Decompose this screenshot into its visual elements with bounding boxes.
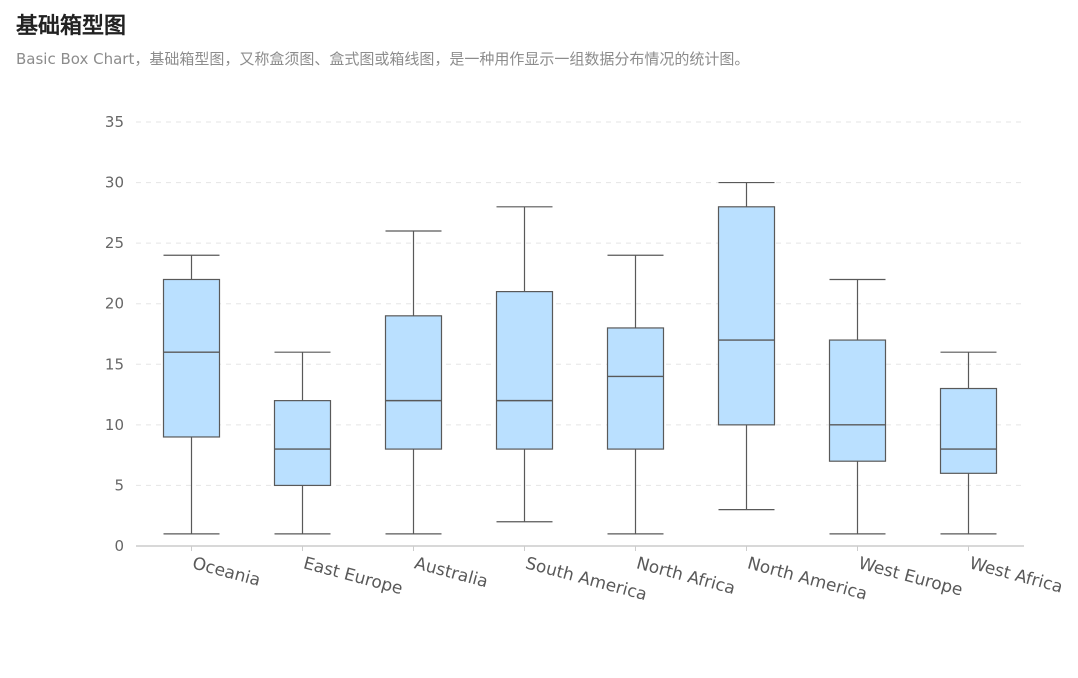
iqr-box [828, 339, 887, 462]
x-tick-label: West Africa [967, 554, 1065, 598]
iqr-box [606, 327, 665, 450]
x-axis-labels: Oceania East Europe Australia South America… [190, 554, 1065, 606]
box-plot-item[interactable] [717, 181, 776, 511]
iqr-box [717, 206, 776, 426]
y-tick-label: 15 [105, 355, 124, 373]
x-tick-label: North America [745, 554, 869, 605]
y-tick-label: 30 [105, 174, 124, 192]
iqr-box [495, 291, 554, 450]
box-plot-item[interactable] [828, 278, 887, 535]
x-tick-label: Oceania [190, 554, 262, 591]
x-tick-label: Australia [412, 554, 490, 593]
x-tick-label: East Europe [301, 554, 405, 600]
iqr-box [273, 400, 332, 487]
y-tick-label: 10 [105, 416, 124, 434]
iqr-box [162, 278, 221, 438]
box-plot-item[interactable] [162, 254, 221, 535]
boxes [162, 181, 998, 535]
y-axis: 0 5 10 15 20 25 30 35 [105, 113, 1024, 555]
y-tick-label: 0 [114, 537, 124, 555]
x-tick-label: West Europe [856, 554, 965, 601]
y-tick-label: 20 [105, 295, 124, 313]
iqr-box [384, 315, 443, 450]
box-plot-item[interactable] [939, 351, 998, 535]
x-tick-label: South America [523, 554, 649, 606]
box-plot-item[interactable] [495, 206, 554, 523]
box-plot-item[interactable] [273, 351, 332, 535]
box-plot-item[interactable] [606, 254, 665, 535]
x-tick-label: North Africa [634, 554, 737, 600]
y-tick-label: 5 [114, 476, 124, 494]
page-title: 基础箱型图 [16, 14, 127, 39]
box-plot-item[interactable] [384, 230, 443, 535]
iqr-box [939, 387, 998, 474]
grid-lines [136, 121, 1024, 486]
page-subtitle: Basic Box Chart，基础箱型图，又称盒须图、盒式图或箱线图，是一种用… [16, 50, 750, 68]
y-tick-label: 35 [105, 113, 124, 131]
y-tick-label: 25 [105, 234, 124, 252]
